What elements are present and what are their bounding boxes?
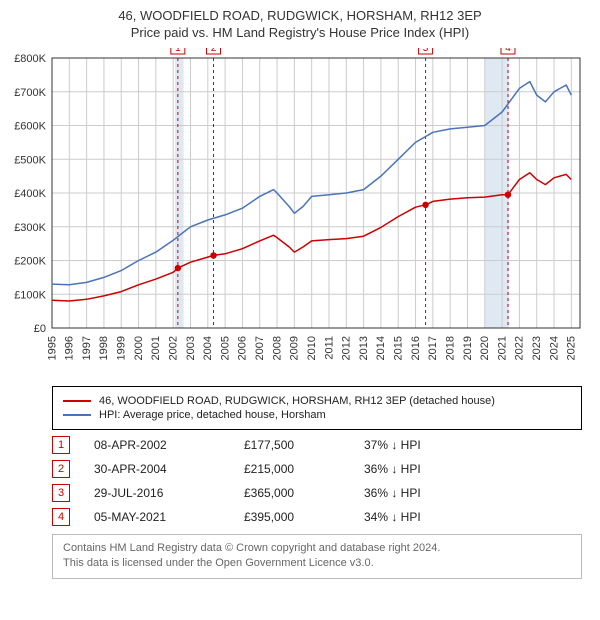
sale-price: £395,000 (244, 510, 364, 524)
svg-text:1997: 1997 (81, 336, 93, 360)
legend-row: HPI: Average price, detached house, Hors… (63, 409, 571, 421)
svg-text:1999: 1999 (116, 336, 128, 360)
svg-text:2024: 2024 (548, 336, 560, 360)
chart-svg: £0 £100K £200K £300K £400K £500K £600K £700K £80… (0, 48, 600, 378)
svg-text:£600K: £600K (14, 121, 46, 133)
sale-price: £365,000 (244, 486, 364, 500)
svg-text:2005: 2005 (219, 336, 231, 360)
svg-text:4: 4 (505, 48, 511, 54)
svg-text:£200K: £200K (14, 256, 46, 268)
sale-hpi-diff: 37% ↓ HPI (364, 438, 582, 452)
svg-text:2025: 2025 (566, 336, 578, 360)
sales-table: 1 08-APR-2002£177,50037% ↓ HPI 2 30-APR-200… (52, 436, 582, 526)
svg-text:2009: 2009 (289, 336, 301, 360)
sale-date: 05-MAY-2021 (94, 510, 244, 524)
sale-hpi-diff: 36% ↓ HPI (364, 486, 582, 500)
svg-text:2013: 2013 (358, 336, 370, 360)
svg-text:2011: 2011 (323, 336, 335, 360)
svg-text:1996: 1996 (64, 336, 76, 360)
svg-text:2019: 2019 (462, 336, 474, 360)
title-address: 46, WOODFIELD ROAD, RUDGWICK, HORSHAM, R… (10, 8, 590, 23)
sale-date: 29-JUL-2016 (94, 486, 244, 500)
svg-text:2020: 2020 (479, 336, 491, 360)
svg-text:2003: 2003 (185, 336, 197, 360)
svg-text:2012: 2012 (341, 336, 353, 360)
sale-marker-number: 1 (52, 436, 70, 454)
svg-text:£300K: £300K (14, 222, 46, 234)
sale-marker-number: 2 (52, 460, 70, 478)
svg-text:2006: 2006 (237, 336, 249, 360)
title-subtitle: Price paid vs. HM Land Registry's House … (10, 25, 590, 40)
legend-label: HPI: Average price, detached house, Hors… (99, 409, 326, 421)
svg-text:2023: 2023 (531, 336, 543, 360)
svg-text:2018: 2018 (444, 336, 456, 360)
chart-titles: 46, WOODFIELD ROAD, RUDGWICK, HORSHAM, R… (0, 0, 600, 48)
sale-marker-number: 4 (52, 508, 70, 526)
sale-row: 2 30-APR-2004£215,00036% ↓ HPI (52, 460, 582, 478)
svg-text:£400K: £400K (14, 188, 46, 200)
sale-row: 3 29-JUL-2016£365,00036% ↓ HPI (52, 484, 582, 502)
svg-text:2001: 2001 (150, 336, 162, 360)
sale-hpi-diff: 34% ↓ HPI (364, 510, 582, 524)
svg-text:1998: 1998 (98, 336, 110, 360)
svg-text:2021: 2021 (496, 336, 508, 360)
sale-date: 08-APR-2002 (94, 438, 244, 452)
sale-price: £177,500 (244, 438, 364, 452)
svg-text:£700K: £700K (14, 87, 46, 99)
attribution-footer: Contains HM Land Registry data © Crown c… (52, 534, 582, 579)
legend-swatch (63, 414, 91, 416)
svg-text:£500K: £500K (14, 154, 46, 166)
sale-hpi-diff: 36% ↓ HPI (364, 462, 582, 476)
svg-text:2010: 2010 (306, 336, 318, 360)
sale-date: 30-APR-2004 (94, 462, 244, 476)
svg-text:2022: 2022 (514, 336, 526, 360)
svg-text:2008: 2008 (271, 336, 283, 360)
legend-row: 46, WOODFIELD ROAD, RUDGWICK, HORSHAM, R… (63, 395, 571, 407)
svg-text:2002: 2002 (167, 336, 179, 360)
svg-text:1995: 1995 (46, 336, 58, 360)
sale-row: 1 08-APR-2002£177,50037% ↓ HPI (52, 436, 582, 454)
svg-text:3: 3 (423, 48, 429, 54)
svg-text:2000: 2000 (133, 336, 145, 360)
svg-text:2016: 2016 (410, 336, 422, 360)
svg-text:£100K: £100K (14, 289, 46, 301)
svg-text:2014: 2014 (375, 336, 387, 360)
svg-text:2004: 2004 (202, 336, 214, 360)
sale-row: 4 05-MAY-2021£395,00034% ↓ HPI (52, 508, 582, 526)
legend: 46, WOODFIELD ROAD, RUDGWICK, HORSHAM, R… (52, 386, 582, 430)
sale-marker-number: 3 (52, 484, 70, 502)
legend-label: 46, WOODFIELD ROAD, RUDGWICK, HORSHAM, R… (99, 395, 495, 407)
sale-price: £215,000 (244, 462, 364, 476)
svg-text:£800K: £800K (14, 53, 46, 65)
svg-text:2015: 2015 (393, 336, 405, 360)
chart-container: { "titles": { "line1": "46, WOODFIELD RO… (0, 0, 600, 579)
chart-plot-area: £0 £100K £200K £300K £400K £500K £600K £700K £80… (0, 48, 600, 378)
footer-line-1: Contains HM Land Registry data © Crown c… (63, 541, 571, 556)
svg-text:2: 2 (211, 48, 217, 54)
svg-text:2017: 2017 (427, 336, 439, 360)
svg-text:1: 1 (175, 48, 181, 54)
svg-text:2007: 2007 (254, 336, 266, 360)
svg-text:£0: £0 (34, 323, 46, 335)
footer-line-2: This data is licensed under the Open Gov… (63, 556, 571, 571)
legend-swatch (63, 400, 91, 402)
